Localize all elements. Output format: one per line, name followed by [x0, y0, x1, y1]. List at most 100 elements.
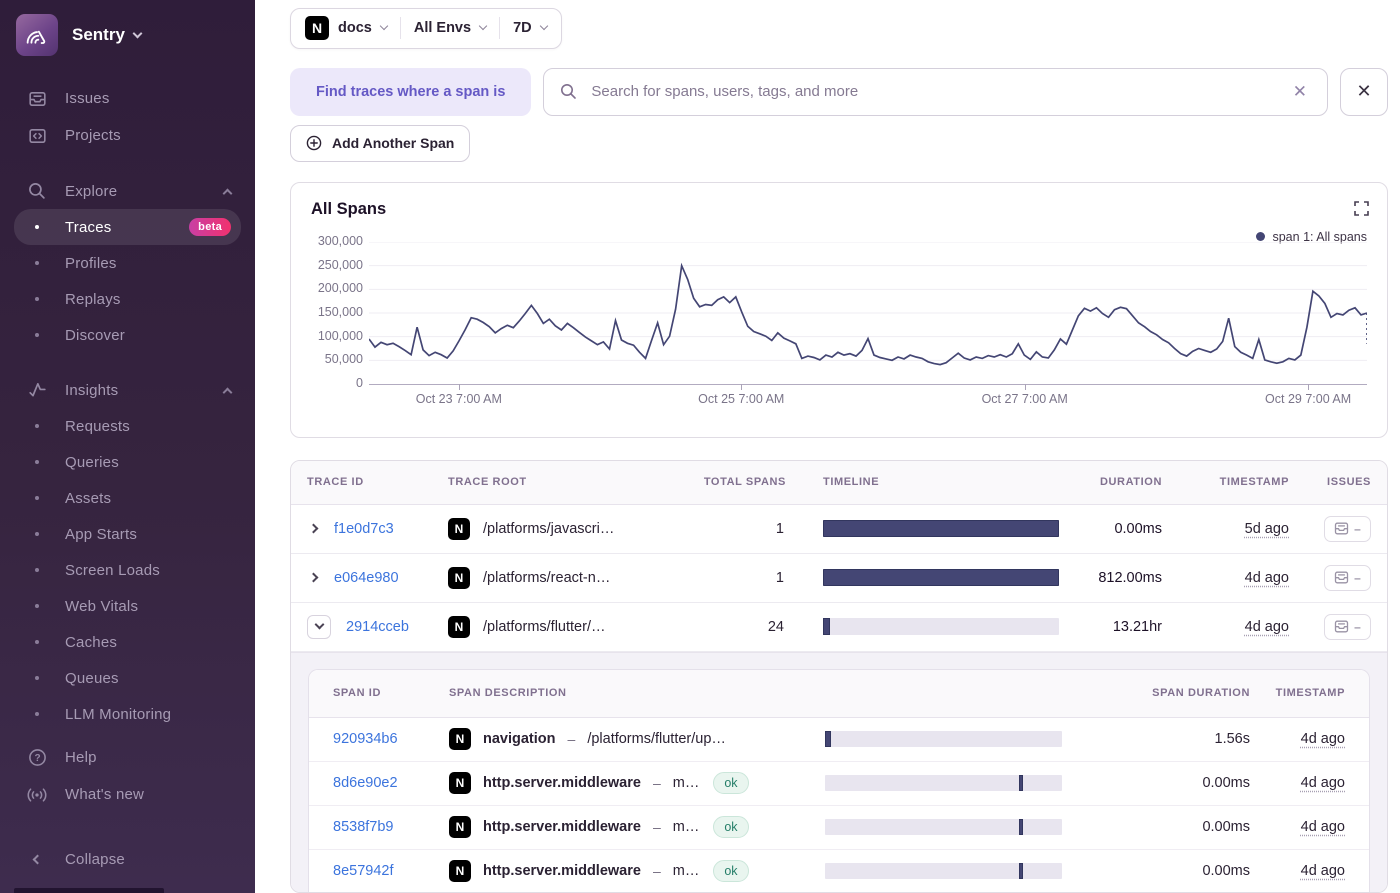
x-tick-label: Oct 27 7:00 AM — [981, 391, 1068, 406]
trace-root-text: /platforms/react-n… — [483, 569, 611, 586]
sidebar-item-what-s-new[interactable]: What's new — [14, 776, 241, 813]
inbox-icon — [1334, 620, 1349, 633]
timeline-bar — [823, 569, 1059, 587]
timestamp-value[interactable]: 4d ago — [1300, 731, 1345, 748]
bullet-icon — [26, 424, 48, 428]
span-duration-cell: 0.00ms — [1202, 863, 1250, 880]
environment-selector[interactable]: All Envs — [414, 20, 488, 36]
trace-table-header: TRACE ID TRACE ROOT TOTAL SPANS TIMELINE… — [291, 460, 1387, 505]
chevron-left-icon — [26, 854, 48, 864]
sidebar-item-label: What's new — [65, 786, 145, 803]
nextjs-icon: N — [449, 860, 471, 883]
y-tick-label: 100,000 — [317, 328, 363, 343]
timestamp-value[interactable]: 5d ago — [1244, 520, 1289, 537]
sidebar-item-requests[interactable]: Requests — [14, 408, 241, 444]
trace-id-link[interactable]: 2914cceb — [346, 618, 409, 635]
sidebar-item-profiles[interactable]: Profiles — [14, 245, 241, 281]
trace-row: f1e0d7c3 N/platforms/javascri… 1 0.00ms 5d a… — [291, 504, 1387, 554]
trace-table-body: f1e0d7c3 N/platforms/javascri… 1 0.00ms 5d a… — [291, 504, 1387, 893]
date-range-selector[interactable]: 7D — [513, 20, 548, 37]
y-tick-label: 0 — [356, 375, 363, 390]
sidebar-item-llm-monitoring[interactable]: LLM Monitoring — [14, 696, 241, 732]
y-tick-label: 300,000 — [317, 233, 363, 248]
span-id-cell: 8538f7b9 — [333, 818, 449, 836]
separator-dash: – — [567, 731, 576, 748]
col-span-duration: SPAN DURATION — [1152, 687, 1250, 700]
add-another-span-button[interactable]: Add Another Span — [290, 124, 471, 162]
trace-row: 2914cceb N/platforms/flutter/… 24 13.21hr 4d… — [291, 602, 1387, 652]
span-target: /platforms/flutter/up… — [587, 731, 726, 748]
timestamp-value[interactable]: 4d ago — [1300, 775, 1345, 792]
sidebar: Sentry Issues Projects Explore Traces beta Pr… — [0, 0, 255, 893]
sidebar-item-screen-loads[interactable]: Screen Loads — [14, 552, 241, 588]
nextjs-icon: N — [449, 772, 471, 795]
sidebar-item-label: Assets — [65, 489, 112, 507]
bullet-icon — [26, 297, 48, 301]
span-op: http.server.middleware — [483, 863, 641, 880]
sidebar-item-label: Profiles — [65, 254, 117, 272]
sidebar-item-explore[interactable]: Explore — [14, 173, 241, 209]
sidebar-item-queues[interactable]: Queues — [14, 660, 241, 696]
total-spans-cell: 24 — [767, 618, 784, 635]
page-filter-bar: N docs All Envs 7D — [290, 8, 562, 49]
sidebar-item-queries[interactable]: Queries — [14, 444, 241, 480]
span-op: http.server.middleware — [483, 775, 641, 792]
sidebar-item-caches[interactable]: Caches — [14, 624, 241, 660]
nextjs-icon: N — [448, 566, 470, 589]
expand-chevron[interactable] — [307, 614, 331, 639]
nextjs-icon: N — [449, 728, 471, 751]
sidebar-collapse-button[interactable]: Collapse — [14, 841, 241, 877]
span-id-link[interactable]: 8538f7b9 — [333, 819, 394, 836]
x-tick-label: Oct 23 7:00 AM — [415, 391, 502, 406]
sidebar-item-label: Queues — [65, 669, 119, 687]
timeline-bar — [823, 618, 1059, 636]
close-query-button[interactable]: ✕ — [1340, 67, 1388, 116]
bullet-icon — [26, 568, 48, 572]
search-input[interactable] — [589, 82, 1277, 102]
sidebar-item-projects[interactable]: Projects — [14, 117, 241, 154]
clear-search-icon[interactable]: ✕ — [1292, 81, 1307, 101]
chart-legend[interactable]: span 1: All spans — [1256, 230, 1367, 244]
sidebar-item-label: Web Vitals — [65, 597, 139, 615]
bullet-icon — [26, 460, 48, 464]
timeline-bar-segment — [823, 618, 831, 636]
sidebar-item-app-starts[interactable]: App Starts — [14, 516, 241, 552]
y-tick-label: 150,000 — [317, 304, 363, 319]
span-id-link[interactable]: 8d6e90e2 — [333, 775, 398, 792]
sidebar-item-replays[interactable]: Replays — [14, 281, 241, 317]
no-issues-dash: – — [1354, 619, 1361, 634]
sidebar-item-issues[interactable]: Issues — [14, 80, 241, 117]
expand-chevron[interactable] — [307, 523, 319, 534]
sidebar-item-traces[interactable]: Traces beta — [14, 209, 241, 245]
sidebar-item-insights[interactable]: Insights — [14, 372, 241, 408]
timestamp-value[interactable]: 4d ago — [1300, 863, 1345, 880]
timestamp-value[interactable]: 4d ago — [1244, 569, 1289, 586]
project-selector[interactable]: N docs — [305, 16, 389, 41]
sidebar-item-help[interactable]: ? Help — [14, 739, 241, 776]
expand-chevron[interactable] — [307, 572, 319, 583]
span-duration-cell: 1.56s — [1214, 731, 1250, 748]
org-switcher[interactable]: Sentry — [0, 12, 255, 56]
span-id-link[interactable]: 8e57942f — [333, 863, 394, 880]
sidebar-item-web-vitals[interactable]: Web Vitals — [14, 588, 241, 624]
no-issues-dash: – — [1354, 570, 1361, 585]
sidebar-item-discover[interactable]: Discover — [14, 317, 241, 353]
sidebar-item-label: Explore — [65, 182, 118, 200]
trace-id-link[interactable]: f1e0d7c3 — [334, 520, 394, 537]
projects-icon — [26, 127, 48, 145]
date-range-value: 7D — [513, 20, 532, 37]
sidebar-item-assets[interactable]: Assets — [14, 480, 241, 516]
nextjs-icon: N — [305, 16, 329, 41]
trace-id-link[interactable]: e064e980 — [334, 569, 399, 586]
divider — [499, 17, 501, 40]
timestamp-value[interactable]: 4d ago — [1244, 618, 1289, 635]
bullet-icon — [26, 496, 48, 500]
timestamp-value[interactable]: 4d ago — [1300, 819, 1345, 836]
fullscreen-icon[interactable] — [1352, 199, 1371, 221]
duration-cell: 0.00ms — [1114, 520, 1162, 537]
span-id-link[interactable]: 920934b6 — [333, 731, 398, 748]
